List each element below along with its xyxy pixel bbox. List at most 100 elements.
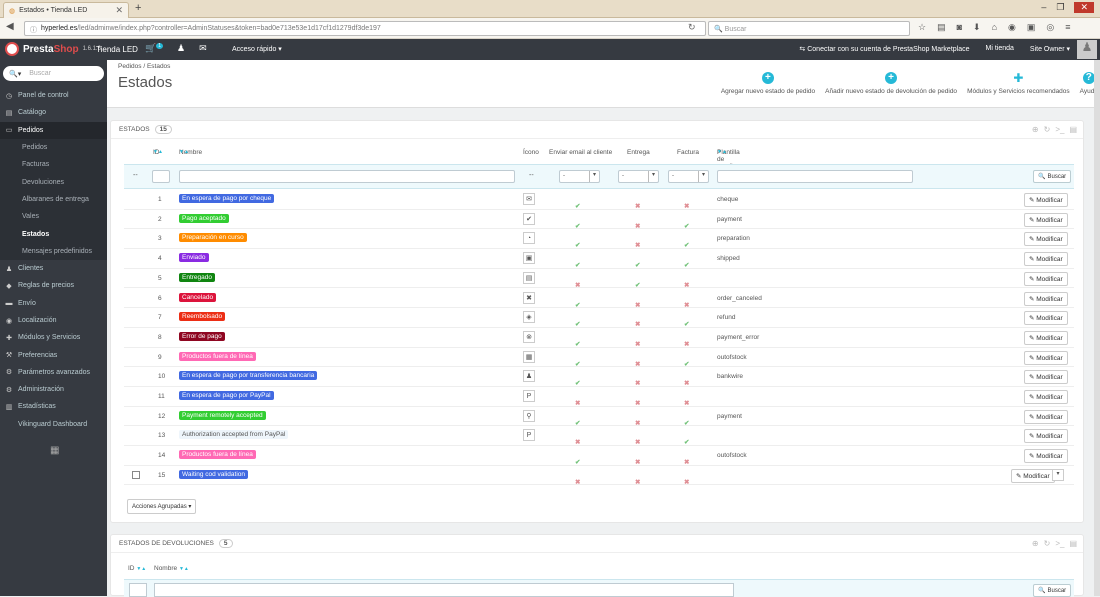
sql-icon[interactable]: >_ <box>1055 539 1065 548</box>
sidebar-item-2[interactable]: ▭ Pedidos <box>0 121 107 139</box>
modify-button[interactable]: ✎ Modificar <box>1024 271 1068 286</box>
back-icon[interactable]: ◀ <box>6 21 14 32</box>
pocket-icon[interactable]: ◙ <box>956 22 963 32</box>
cross-icon[interactable]: ✖ <box>635 459 641 467</box>
template-filter-input[interactable] <box>717 170 913 183</box>
sidebar-search-input[interactable]: 🔍▾ Buscar <box>3 66 104 81</box>
search-button[interactable]: 🔍 Buscar <box>1033 584 1072 597</box>
export-icon[interactable]: ▤ <box>1069 539 1077 548</box>
cross-icon[interactable]: ✖ <box>635 478 641 486</box>
quick-access-dropdown[interactable]: Acceso rápido ▾ <box>232 46 282 53</box>
sidebar-item-10[interactable]: ♟ Clientes <box>0 260 107 277</box>
cross-icon[interactable]: ✖ <box>635 242 641 250</box>
home-icon[interactable]: ⌂ <box>991 22 998 32</box>
modify-button[interactable]: ✎ Modificar <box>1024 350 1068 365</box>
add-icon[interactable]: ⊕ <box>1031 539 1039 548</box>
cross-icon[interactable]: ✖ <box>635 360 641 368</box>
sidebar-item-15[interactable]: ⚒ Preferencias <box>0 346 107 363</box>
cross-icon[interactable]: ✖ <box>635 321 641 329</box>
cross-icon[interactable]: ✖ <box>684 400 690 407</box>
star-icon[interactable]: ☆ <box>918 22 927 32</box>
menu-icon[interactable]: ≡ <box>1065 22 1071 32</box>
modify-button[interactable]: ✎ Modificar <box>1024 390 1068 404</box>
download-icon[interactable]: ⬇ <box>973 22 981 32</box>
table-row[interactable]: 5 Entregado ▤ ✖ ✔ ✖ ✎ Modificar <box>124 269 1074 289</box>
cross-icon[interactable]: ✖ <box>575 439 581 447</box>
sidebar-item-12[interactable]: ▬ Envío <box>0 295 107 312</box>
my-shop-link[interactable]: Mi tienda <box>985 45 1014 52</box>
cross-icon[interactable]: ✖ <box>635 301 641 309</box>
modify-button[interactable]: ✎ Modificar <box>1011 468 1055 483</box>
cross-icon[interactable]: ✖ <box>635 203 641 210</box>
table-row[interactable]: 10 En espera de pago por transferencia ba… <box>124 367 1074 387</box>
close-tab-icon[interactable]: ✕ <box>115 5 123 15</box>
sidebar-item-16[interactable]: ⚙ Parámetros avanzados <box>0 364 107 381</box>
table-row[interactable]: 11 En espera de pago por PayPal P ✖ ✖ ✖ ✎ Modi… <box>124 387 1074 407</box>
export-icon[interactable]: ▤ <box>1069 125 1077 134</box>
table-row[interactable]: 13 Authorization accepted from PayPal P ✖ ✖ ✔… <box>124 426 1074 446</box>
table-row[interactable]: 15 Waiting cod validation ✖ ✖ ✖ ✎ Modificar ▾ <box>124 466 1074 486</box>
cart-icon[interactable]: 🛒 1 <box>145 43 163 53</box>
sidebar-item-7[interactable]: Vales <box>0 208 107 226</box>
sidebar-item-19[interactable]: Vikinguard Dashboard <box>0 416 107 433</box>
modify-button[interactable]: ✎ Modificar <box>1024 330 1068 345</box>
table-row[interactable]: 7 Reembolsado ◈ ✔ ✖ ✔ refund ✎ Modificar <box>124 308 1074 328</box>
modify-button[interactable]: ✎ Modificar <box>1024 311 1068 326</box>
sidebar-item-9[interactable]: Mensajes predefinidos <box>0 242 107 260</box>
add-order-state-button[interactable]: + Agregar nuevo estado de pedido <box>720 72 816 95</box>
check-icon[interactable]: ✔ <box>575 301 581 309</box>
delivery-filter-select[interactable]: - ▾ <box>618 170 659 183</box>
shop-name[interactable]: Tienda LED <box>96 45 138 54</box>
cross-icon[interactable]: ✖ <box>635 439 641 447</box>
name-filter-input[interactable] <box>179 170 515 183</box>
cross-icon[interactable]: ✖ <box>684 459 690 467</box>
reading-list-icon[interactable]: ▤ <box>937 22 946 32</box>
check-icon[interactable]: ✔ <box>575 419 581 427</box>
check-icon[interactable]: ✔ <box>575 340 581 348</box>
sidebar-item-18[interactable]: ▥ Estadísticas <box>0 398 107 415</box>
modify-button[interactable]: ✎ Modificar <box>1024 449 1068 464</box>
cross-icon[interactable]: ✖ <box>684 380 690 388</box>
add-return-state-button[interactable]: + Añadir nuevo estado de devolución de pe… <box>825 72 958 95</box>
id-filter-input[interactable] <box>129 583 147 597</box>
cross-icon[interactable]: ✖ <box>575 400 581 407</box>
modify-button[interactable]: ✎ Modificar <box>1024 291 1068 306</box>
table-row[interactable]: 2 Pago aceptado ✔ ✔ ✖ ✔ payment ✎ Modificar <box>124 210 1074 230</box>
cross-icon[interactable]: ✖ <box>635 340 641 348</box>
check-icon[interactable]: ✔ <box>575 203 581 210</box>
check-icon[interactable]: ✔ <box>684 321 690 329</box>
user-menu[interactable]: Site Owner ▾ <box>1029 46 1070 53</box>
check-icon[interactable]: ✔ <box>684 222 690 230</box>
refresh-icon[interactable]: ↻ <box>1043 539 1051 548</box>
modify-button[interactable]: ✎ Modificar <box>1024 193 1068 207</box>
table-row[interactable]: 8 Error de pago ⊗ ✔ ✖ ✖ payment_error ✎ Modific… <box>124 328 1074 348</box>
browser-search-input[interactable]: 🔍 Buscar <box>708 21 910 36</box>
table-row[interactable]: 6 Cancelado ✖ ✔ ✖ ✖ order_canceled ✎ Modificar <box>124 289 1074 309</box>
check-icon[interactable]: ✔ <box>575 321 581 329</box>
table-row[interactable]: 9 Productos fuera de línea ▦ ✔ ✖ ✔ outofstock ✎… <box>124 348 1074 368</box>
modify-button[interactable]: ✎ Modificar <box>1024 429 1068 444</box>
cross-icon[interactable]: ✖ <box>635 400 641 407</box>
avatar[interactable]: ♟ <box>1077 40 1097 59</box>
grid-icon[interactable]: ▦ <box>50 444 60 456</box>
table-row[interactable]: 1 En espera de pago por cheque ✉ ✔ ✖ ✖ cheque ✎… <box>124 190 1074 210</box>
email-filter-select[interactable]: - ▾ <box>559 170 600 183</box>
check-icon[interactable]: ✔ <box>684 242 690 250</box>
check-icon[interactable]: ✔ <box>575 242 581 250</box>
check-icon[interactable]: ✔ <box>575 459 581 467</box>
cross-icon[interactable]: ✖ <box>684 301 690 309</box>
modify-button[interactable]: ✎ Modificar <box>1024 212 1068 227</box>
browser-tab[interactable]: ◍ Estados • Tienda LED ✕ <box>3 2 129 18</box>
close-window-icon[interactable]: ✕ <box>1074 2 1094 13</box>
row-checkbox[interactable] <box>132 470 140 479</box>
cross-icon[interactable]: ✖ <box>575 281 581 289</box>
table-row[interactable]: 4 Enviado ▣ ✔ ✔ ✔ shipped ✎ Modificar <box>124 249 1074 269</box>
address-bar[interactable]: ⓘ hyperled.es/led/adminwe/index.php?cont… <box>24 21 706 36</box>
col-name[interactable]: Nombre ▼▲ <box>154 565 189 572</box>
cross-icon[interactable]: ✖ <box>684 203 690 210</box>
cross-icon[interactable]: ✖ <box>635 419 641 427</box>
sidebar-item-0[interactable]: ◷ Panel de control <box>0 87 107 104</box>
table-row[interactable]: 12 Payment remotely accepted ⚲ ✔ ✖ ✔ payment ✎ … <box>124 407 1074 427</box>
check-icon[interactable]: ✔ <box>684 262 690 270</box>
cross-icon[interactable]: ✖ <box>635 380 641 388</box>
